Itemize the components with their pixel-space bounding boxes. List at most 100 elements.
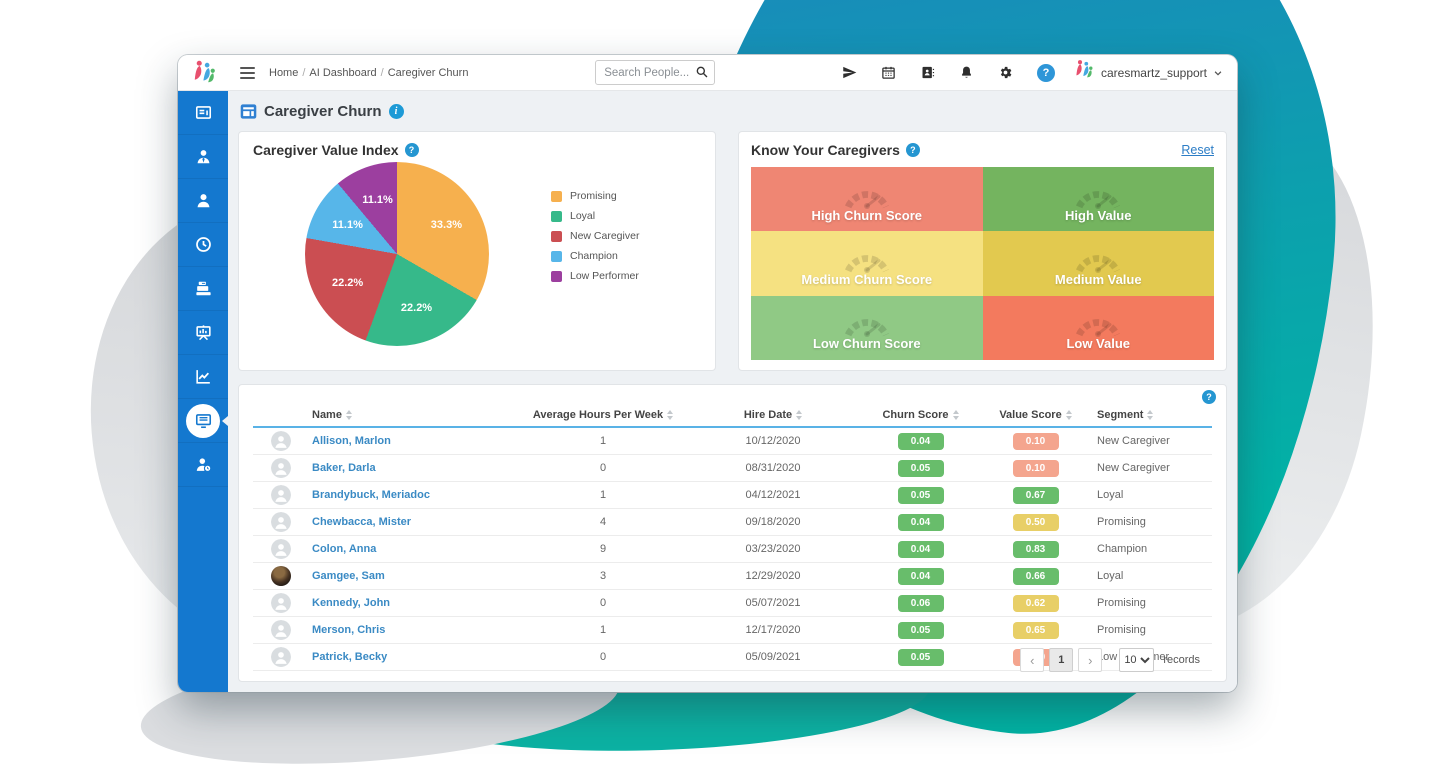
know-your-caregivers-panel: Know Your Caregivers ? Reset High Churn … [738, 131, 1227, 371]
sidebar-item-monitor[interactable] [178, 399, 228, 443]
sidebar-item-person[interactable] [178, 179, 228, 223]
avatar[interactable] [270, 566, 291, 586]
avatar[interactable] [270, 647, 291, 667]
value-index-title: Caregiver Value Index [253, 142, 399, 158]
caregiver-name-link[interactable]: Allison, Marlon [312, 435, 391, 447]
grid-cell-medium-value[interactable]: Medium Value [982, 231, 1214, 296]
records-per-page-select[interactable]: 10 [1119, 648, 1155, 672]
help-icon[interactable]: ? [1202, 390, 1216, 404]
sort-arrows-icon[interactable] [952, 410, 959, 420]
breadcrumb-separator: / [302, 66, 306, 79]
pie-slice-label: 11.1% [332, 219, 363, 232]
gear-icon[interactable] [998, 65, 1014, 81]
caregiver-name-link[interactable]: Baker, Darla [312, 462, 376, 474]
caregiver-name-link[interactable]: Colon, Anna [312, 543, 377, 555]
breadcrumb-item-caregiver-churn[interactable]: Caregiver Churn [387, 66, 469, 79]
sidebar-item-cash-register[interactable] [178, 267, 228, 311]
search-box [595, 60, 716, 85]
avatar[interactable] [270, 485, 291, 505]
sidebar-item-line-chart[interactable] [178, 355, 228, 399]
next-page-button[interactable]: › [1078, 648, 1103, 672]
help-icon[interactable]: ? [1036, 63, 1055, 82]
avatar[interactable] [270, 593, 291, 613]
avatar[interactable] [270, 539, 291, 559]
legend-swatch [551, 190, 562, 202]
help-icon[interactable]: ? [404, 143, 419, 157]
search-icon[interactable] [695, 65, 709, 79]
column-header-hire-date[interactable]: Hire Date [683, 404, 863, 428]
column-header-segment[interactable]: Segment [1093, 404, 1212, 428]
sidebar-item-dashboard[interactable] [178, 91, 228, 135]
segment-cell: Loyal [1093, 481, 1212, 509]
column-header-name[interactable]: Name [308, 404, 523, 428]
legend-item[interactable]: Low Performer [551, 270, 639, 282]
value-score-badge: 0.67 [1012, 486, 1059, 504]
sidebar-item-person-clock[interactable] [178, 443, 228, 487]
column-header-churn-score[interactable]: Churn Score [863, 404, 978, 428]
prev-page-button[interactable]: ‹ [1020, 648, 1045, 672]
churn-score-badge: 0.06 [897, 594, 944, 612]
grid-cell-high-value[interactable]: High Value [982, 167, 1214, 232]
search-input[interactable] [595, 60, 716, 85]
churn-score-badge: 0.05 [897, 459, 944, 477]
main-content: Caregiver Churn i Caregiver Value Index … [228, 91, 1237, 692]
hire-date-cell: 03/23/2020 [683, 535, 863, 563]
caregiver-name-link[interactable]: Gamgee, Sam [312, 570, 385, 582]
value-score-badge: 0.65 [1012, 621, 1059, 639]
sort-arrows-icon[interactable] [345, 410, 352, 420]
sidebar-item-clock[interactable] [178, 223, 228, 267]
address-book-icon[interactable] [920, 65, 936, 81]
sidebar-item-person-tie[interactable] [178, 135, 228, 179]
sort-arrows-icon[interactable] [1065, 410, 1072, 420]
caregiver-name-link[interactable]: Brandybuck, Meriadoc [312, 489, 430, 501]
pie-legend: Promising Loyal New Caregiver Champion Low P… [551, 190, 639, 346]
app-window: Home/AI Dashboard/Caregiver Churn ? care… [178, 55, 1237, 692]
legend-item[interactable]: Promising [551, 190, 639, 202]
grid-cell-low-value[interactable]: Low Value [982, 295, 1214, 360]
value-index-pie-chart[interactable]: 33.3% 22.2% 22.2% 11.1% 11.1% [305, 162, 489, 346]
caregiver-name-link[interactable]: Merson, Chris [312, 624, 386, 636]
menu-icon[interactable] [236, 63, 259, 83]
legend-item[interactable]: Loyal [551, 210, 639, 222]
value-score-badge: 0.62 [1012, 594, 1059, 612]
bell-icon[interactable] [959, 65, 975, 81]
value-score-badge: 0.66 [1012, 567, 1059, 585]
column-header-average-hours-per-week[interactable]: Average Hours Per Week [523, 404, 683, 428]
calendar-icon[interactable] [881, 65, 897, 81]
avatar[interactable] [270, 458, 291, 478]
avg-hours-cell: 1 [523, 481, 683, 509]
paper-plane-icon[interactable] [842, 65, 858, 81]
sort-arrows-icon[interactable] [796, 410, 803, 420]
avg-hours-cell: 4 [523, 508, 683, 536]
legend-label: Promising [570, 190, 617, 202]
current-page-button[interactable]: 1 [1049, 648, 1074, 672]
sort-arrows-icon[interactable] [1147, 410, 1154, 420]
user-menu[interactable]: caresmartz_support [1071, 58, 1223, 87]
grid-cell-medium-churn-score[interactable]: Medium Churn Score [751, 231, 983, 296]
segment-cell: Promising [1093, 508, 1212, 536]
reset-link[interactable]: Reset [1181, 143, 1214, 157]
info-icon[interactable]: i [388, 103, 404, 119]
avg-hours-cell: 0 [523, 454, 683, 482]
help-icon[interactable]: ? [905, 143, 920, 157]
caregiver-name-link[interactable]: Chewbacca, Mister [312, 516, 412, 528]
breadcrumb-item-home[interactable]: Home [269, 66, 299, 79]
avatar[interactable] [270, 512, 291, 532]
legend-swatch [551, 210, 562, 222]
legend-item[interactable]: Champion [551, 250, 639, 262]
column-header-value-score[interactable]: Value Score [978, 404, 1093, 428]
churn-score-badge: 0.04 [897, 432, 944, 450]
legend-item[interactable]: New Caregiver [551, 230, 639, 242]
avatar[interactable] [270, 431, 291, 451]
segment-cell: Loyal [1093, 562, 1212, 590]
pagination: ‹ 1 › 10 records [1020, 648, 1200, 672]
avatar[interactable] [270, 620, 291, 640]
caregiver-name-link[interactable]: Kennedy, John [312, 597, 391, 609]
grid-cell-high-churn-score[interactable]: High Churn Score [751, 167, 983, 232]
sidebar-item-presentation-chart[interactable] [178, 311, 228, 355]
grid-cell-low-churn-score[interactable]: Low Churn Score [751, 295, 983, 360]
sort-arrows-icon[interactable] [667, 410, 674, 420]
caregiver-name-link[interactable]: Patrick, Becky [312, 651, 388, 663]
churn-score-badge: 0.04 [897, 540, 944, 558]
breadcrumb-item-ai-dashboard[interactable]: AI Dashboard [309, 66, 377, 79]
